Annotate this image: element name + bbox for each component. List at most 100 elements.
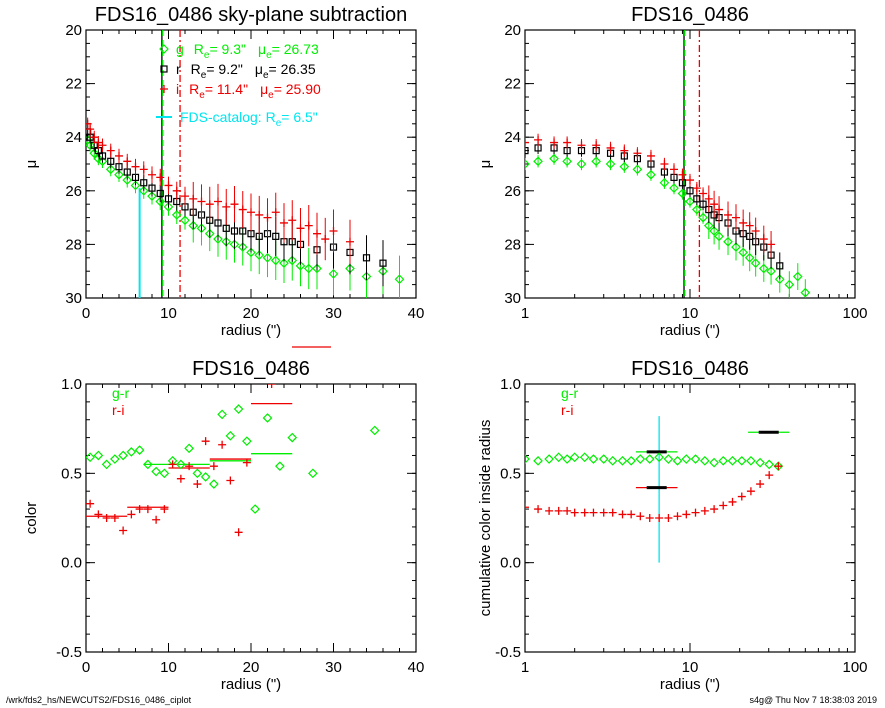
x-tick-label: 0 <box>82 305 90 322</box>
data-point-g-r <box>110 454 120 464</box>
legend-mu-val: = 25.90 <box>274 81 321 97</box>
y-tick-label: 0.5 <box>61 465 82 482</box>
data-point-r <box>164 195 173 203</box>
data-point-g-r <box>607 455 618 466</box>
data-point-g <box>328 269 339 279</box>
data-point-g <box>303 263 314 274</box>
chart-title: FDS16_0486 <box>631 4 749 26</box>
y-tick-label: 30 <box>504 290 521 307</box>
data-point-i <box>214 197 222 206</box>
data-point-r-i <box>110 514 119 522</box>
data-point-i <box>222 202 231 211</box>
x-tick-label: 20 <box>243 659 260 676</box>
data-point-i <box>759 235 768 244</box>
y-axis-label: color <box>23 502 40 535</box>
data-point-r-i <box>226 476 235 485</box>
y-tick-label: 0.0 <box>61 555 82 572</box>
data-point-g-r <box>544 454 554 464</box>
data-point-g-r <box>118 450 128 461</box>
y-tick-label: 1.0 <box>61 376 82 393</box>
data-point-r-i <box>127 510 136 519</box>
data-point-g-r <box>588 454 599 464</box>
data-point-g-r <box>598 454 609 464</box>
y-axis-label: μ <box>23 160 40 169</box>
x-tick-label: 100 <box>842 659 867 676</box>
data-point-i <box>247 208 255 217</box>
data-point-i <box>710 200 719 209</box>
data-point-g-r <box>151 466 161 477</box>
legend-mu: μ <box>260 81 268 97</box>
data-point-i <box>86 125 95 134</box>
data-point-g <box>703 220 714 231</box>
data-point-r <box>98 152 107 160</box>
data-point-r <box>272 232 280 240</box>
data-point-r-i <box>589 508 598 517</box>
legend-catalog-sub: e <box>276 118 282 129</box>
y-tick-label: 22 <box>65 76 82 93</box>
data-point-i <box>238 205 247 214</box>
data-point-i <box>164 181 173 190</box>
data-point-g <box>196 223 207 234</box>
legend-entry-i: i Re= 11.4" μe= 25.90 <box>176 81 321 101</box>
data-point-i <box>620 146 629 155</box>
data-point-g <box>800 287 811 298</box>
legend-mu: μ <box>258 41 266 57</box>
data-point-i <box>660 160 669 168</box>
data-point-g <box>549 153 559 164</box>
data-point-g <box>659 177 670 188</box>
data-point-r <box>230 227 239 235</box>
data-point-r-i <box>682 510 691 519</box>
data-point-r-i <box>525 503 529 512</box>
data-point-i <box>692 184 701 193</box>
data-point-g-r <box>159 468 170 479</box>
data-point-r-i <box>209 462 218 471</box>
data-point-i <box>724 210 733 219</box>
data-point-i <box>115 151 123 160</box>
data-point-i <box>94 138 103 147</box>
data-point-i <box>139 165 148 174</box>
data-point-r-i <box>193 480 202 489</box>
data-point-g-r <box>262 413 273 423</box>
data-point-i <box>592 141 601 150</box>
data-point-g <box>646 169 656 180</box>
data-point-g-r <box>727 455 738 466</box>
plot-area <box>86 30 405 298</box>
data-point-g-r <box>746 455 756 466</box>
data-point-r-i <box>700 506 709 515</box>
plot-frame <box>524 29 856 299</box>
data-point-g-r <box>308 468 318 479</box>
data-point-i <box>123 157 132 166</box>
data-point-g <box>758 263 769 274</box>
legend-entry-r-i: r-i <box>112 402 124 418</box>
legend-mu-val: = 26.35 <box>269 61 316 77</box>
data-point-g-r <box>699 455 710 466</box>
data-point-g-r <box>635 454 646 464</box>
y-tick-label: 24 <box>504 129 521 146</box>
data-point-g-r <box>672 455 683 466</box>
chart-title: FDS16_0486 <box>192 358 310 380</box>
data-point-r-i <box>645 514 654 522</box>
data-point-i <box>563 138 572 147</box>
data-point-g <box>237 242 248 252</box>
data-point-r <box>156 189 164 198</box>
data-point-g-r <box>143 459 153 470</box>
data-point-g <box>619 161 630 172</box>
data-point-i <box>550 138 559 147</box>
data-point-g-r <box>709 457 719 468</box>
data-point-i <box>148 170 156 179</box>
data-point-r <box>525 147 529 155</box>
data-point-r-i <box>710 505 719 514</box>
data-point-g-r <box>242 436 252 447</box>
data-point-g <box>130 180 141 191</box>
data-point-r-i <box>168 460 177 469</box>
data-point-i <box>670 165 679 174</box>
y-tick-label: 20 <box>504 22 521 39</box>
data-point-i <box>751 227 760 235</box>
chart-cumulative-color-log: FDS16_0486 1 10 100 -0.5 0.0 0.5 1.0 radius (") c… <box>477 358 868 693</box>
data-point-g-r <box>250 504 260 514</box>
data-point-g <box>685 196 695 207</box>
data-point-g-r <box>184 443 194 454</box>
data-point-g <box>188 220 199 231</box>
data-point-i <box>704 194 713 203</box>
data-point-g <box>714 231 724 242</box>
